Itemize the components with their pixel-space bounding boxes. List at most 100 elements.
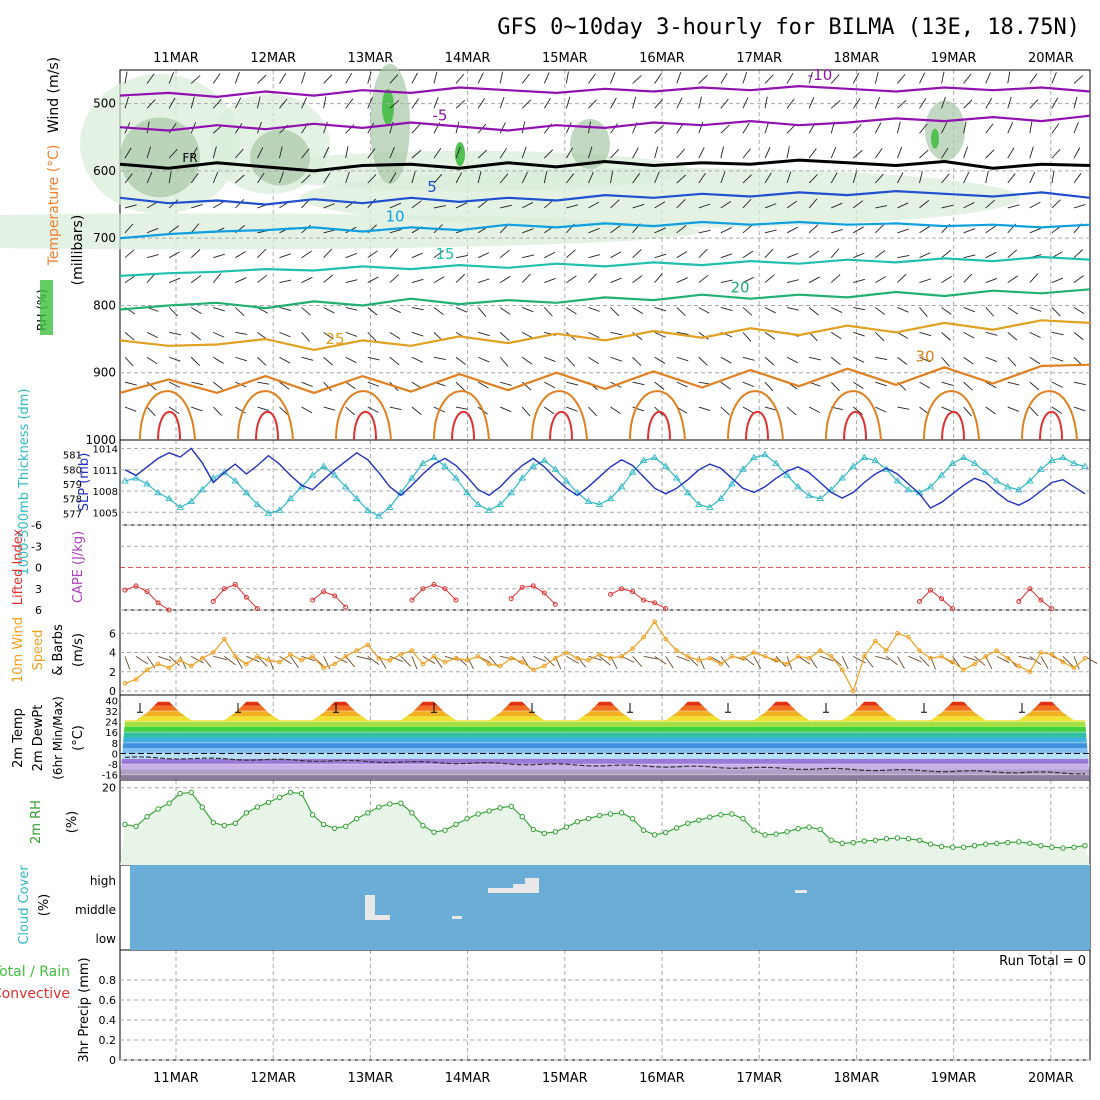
wind-barb [963, 146, 968, 159]
wind-barb [852, 98, 861, 109]
wind-barb [301, 332, 310, 342]
surface-contour-40 [451, 410, 475, 441]
wind-barb [698, 274, 709, 283]
wind-barb [764, 274, 775, 283]
wind-barb [808, 276, 820, 283]
rh-point [486, 808, 492, 814]
wind-barb [742, 250, 754, 259]
wind-barb [301, 224, 312, 234]
wind10-point [288, 652, 293, 657]
lifted-index-point [144, 589, 150, 595]
thickness-point [860, 453, 869, 461]
wind-barb [499, 332, 510, 341]
wind-barb [345, 279, 358, 284]
wind-barb [1051, 307, 1061, 317]
rh-ylabel-unit: (%) [65, 811, 80, 834]
wind-barb [1073, 249, 1084, 259]
wind-barb [544, 278, 556, 284]
wind-barb [720, 381, 731, 390]
thickness-point [672, 474, 681, 481]
wind10-point [928, 655, 933, 661]
wind-barb [566, 356, 575, 367]
thickness-slp-panel: 1005 1008 1011 1014 577 578 579 580 581 [63, 445, 1090, 520]
wind-barb [742, 198, 752, 209]
wind10-point [961, 667, 966, 673]
wind-barb [852, 149, 863, 159]
wind-barb [588, 406, 597, 417]
wind-barb [323, 381, 332, 392]
wind10-point [1005, 655, 1011, 661]
rh-point [685, 820, 691, 826]
wind-barb [168, 149, 178, 159]
wind-barb [985, 307, 995, 317]
rh-area [120, 792, 1090, 865]
wind10-barb [985, 656, 993, 670]
temp-band [120, 764, 1090, 770]
isotherm-label: 10 [385, 207, 404, 225]
li-tick-label: -3 [31, 540, 42, 553]
wind-barb [786, 307, 799, 311]
thickness-point [463, 488, 471, 496]
lifted-index-point [122, 587, 128, 593]
wind-barb [1007, 406, 1020, 412]
wind-barb [676, 225, 687, 234]
wind-barb [919, 356, 931, 363]
wind10-point [321, 665, 326, 671]
wind-barb [676, 199, 686, 209]
isotherm--5 [119, 114, 1091, 132]
wind-barb [544, 381, 556, 389]
wind-barb [1029, 201, 1041, 209]
thickness-point [507, 488, 516, 496]
wind10-barb [279, 655, 292, 665]
upper-ylabel-mb: (millibars) [70, 215, 86, 286]
wind10-barb [411, 656, 418, 670]
temp-band [120, 737, 1090, 743]
slp-line [124, 447, 1086, 509]
wind-barb [124, 356, 134, 367]
temp-band [120, 705, 1090, 711]
thickness-point [121, 477, 129, 484]
thickness-point [408, 474, 416, 481]
cloud-cover-area [130, 865, 1090, 950]
wind-barb [477, 278, 490, 284]
wind-barb [698, 406, 711, 411]
wind-barb [963, 356, 974, 365]
surface-contour-40 [255, 410, 279, 441]
wind10-point [475, 654, 481, 659]
wind-barb [632, 381, 645, 386]
panel-frame-precip [119, 949, 1091, 1061]
wind-barb [830, 331, 842, 340]
wind-barb [963, 172, 970, 184]
wind-barb [367, 332, 377, 342]
rh-point [949, 844, 956, 850]
wind10-barb [157, 655, 172, 662]
lifted-index-point [321, 589, 327, 595]
wind-barb [1051, 381, 1063, 388]
wind-barb [742, 276, 754, 283]
lifted-index-point [541, 590, 547, 596]
wind-barb [985, 171, 989, 184]
wind-barb [235, 174, 245, 184]
wind10-point [950, 659, 955, 665]
wind-barb [698, 74, 708, 84]
wind10-point [122, 681, 128, 686]
wind-barb [1073, 75, 1084, 84]
wind10-point [210, 650, 216, 655]
thickness-point [540, 456, 549, 463]
rh-tick-label: 20 [102, 782, 116, 795]
isotherm-10 [119, 220, 1091, 240]
wind-barb [543, 307, 553, 317]
wind10-barb [853, 655, 866, 664]
surface-contour-35 [531, 390, 588, 441]
wind-barb [764, 203, 777, 209]
rh-point [387, 801, 393, 807]
wind-barb [809, 356, 821, 361]
wind-barb [676, 97, 683, 109]
wind-barb [345, 356, 357, 364]
wind-barb [323, 248, 333, 258]
surface-contour-35 [237, 390, 294, 441]
wind10-barb [543, 656, 555, 667]
thickness-point [143, 480, 151, 487]
wind-barb [234, 72, 240, 84]
wind-barb [963, 381, 973, 391]
